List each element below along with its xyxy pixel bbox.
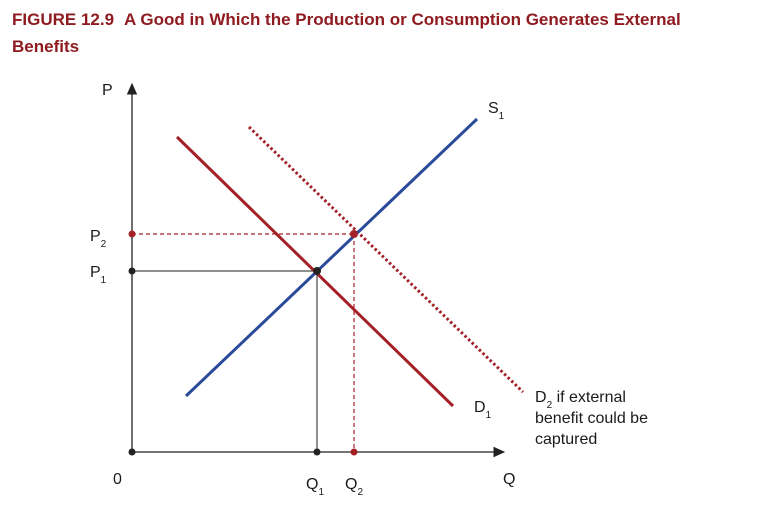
- demand1-label: D1: [474, 399, 492, 421]
- q1-axis-point: [313, 448, 321, 456]
- origin-label: 0: [113, 471, 122, 488]
- origin-point: [128, 448, 136, 456]
- demand2-label: D2 if external: [535, 389, 626, 411]
- x-axis-label: Q: [503, 471, 515, 488]
- p1-label: P1: [90, 264, 107, 286]
- p1-axis-point: [128, 267, 136, 275]
- q2-axis-point: [350, 448, 358, 456]
- q2-label: Q2: [345, 476, 363, 498]
- p2-label: P2: [90, 228, 107, 250]
- equilibrium-point-2: [350, 230, 358, 238]
- q1-label: Q1: [306, 476, 324, 498]
- figure-title: FIGURE 12.9 A Good in Which the Productio…: [12, 6, 752, 60]
- figure-caption: A Good in Which the Production or Consum…: [12, 10, 681, 56]
- y-axis-label: P: [102, 82, 113, 99]
- demand-curve-d2: [247, 125, 525, 394]
- p2-axis-point: [128, 230, 136, 238]
- equilibrium-point-1: [313, 267, 321, 275]
- supply-curve-s1: [184, 117, 479, 398]
- demand2-label-line2: benefit could be: [535, 410, 648, 427]
- supply-label: S1: [488, 100, 505, 122]
- demand2-label-line3: captured: [535, 431, 597, 448]
- figure-number: FIGURE 12.9: [12, 10, 115, 29]
